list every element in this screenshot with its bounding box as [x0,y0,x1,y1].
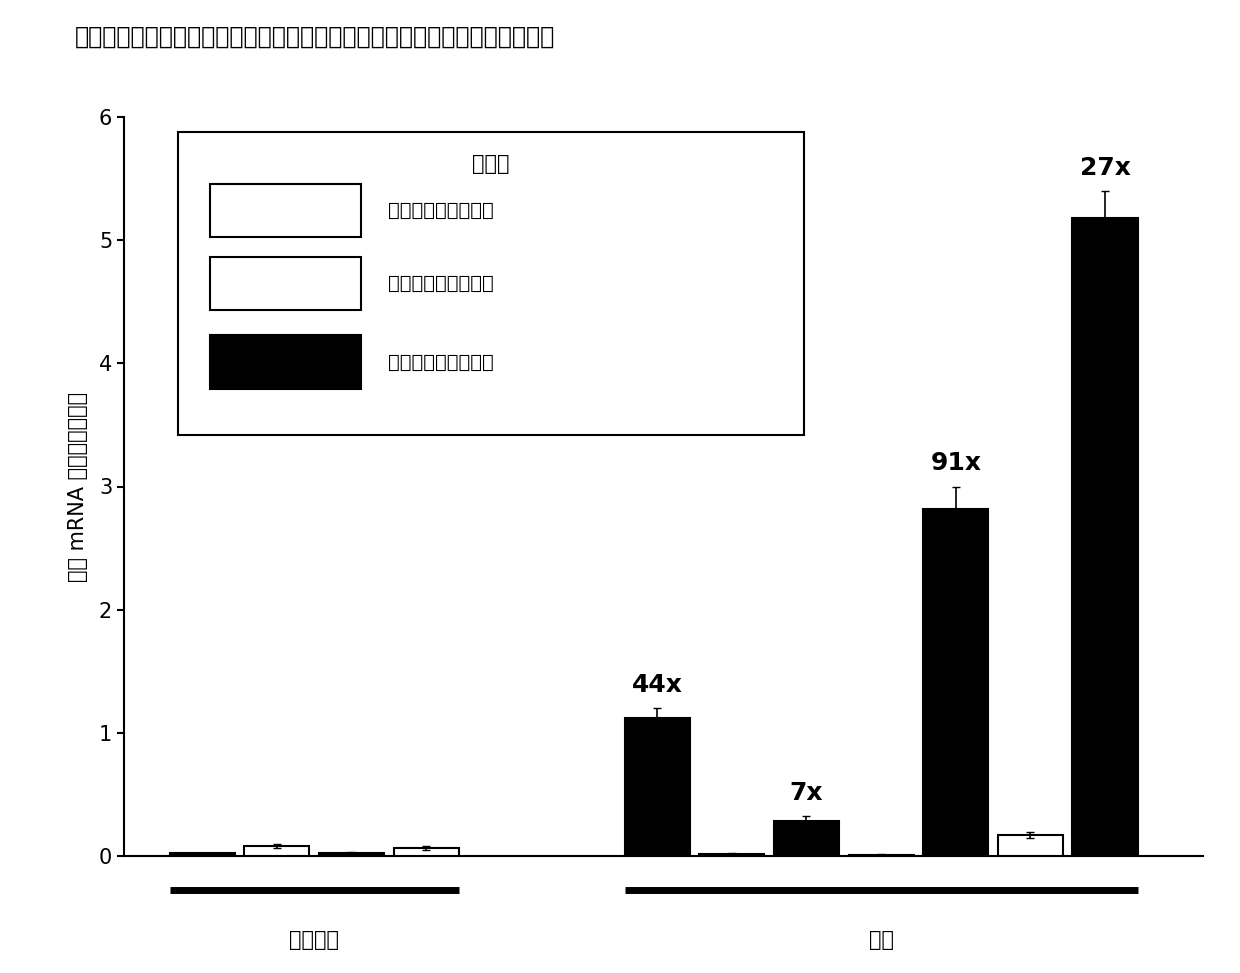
Bar [699,853,764,856]
Text: 催乳素: 催乳素 [472,154,510,174]
Text: 44x: 44x [631,673,682,698]
Y-axis label: 相对 mRNA 表达比亲环蛋白: 相对 mRNA 表达比亲环蛋白 [68,391,88,582]
Bar [848,854,914,856]
Bar [211,257,361,309]
Bar [774,821,839,856]
Text: 正位，健康对照组织: 正位，健康对照组织 [388,200,494,220]
Bar [923,509,988,856]
Bar [179,131,804,435]
Text: 7x: 7x [790,781,823,806]
Bar [998,835,1063,856]
Bar [393,847,459,856]
Text: 91x: 91x [930,451,981,476]
Bar [625,718,689,856]
Bar [319,852,384,856]
Bar [211,184,361,237]
Bar [244,847,310,856]
Text: 来自患者的正位组织: 来自患者的正位组织 [388,273,494,293]
Bar [170,853,234,856]
Bar [1073,218,1137,856]
Text: 27x: 27x [1080,156,1131,180]
Text: 来自患者和健康对照的正位子宫内膜中以及子宫内膜异位病变中催乳素的表达: 来自患者和健康对照的正位子宫内膜中以及子宫内膜异位病变中催乳素的表达 [74,24,554,49]
Text: 来自患者的异位组织: 来自患者的异位组织 [388,352,494,372]
Text: 患者: 患者 [868,930,894,951]
Text: 健康对照: 健康对照 [289,930,340,951]
Bar [211,336,361,388]
